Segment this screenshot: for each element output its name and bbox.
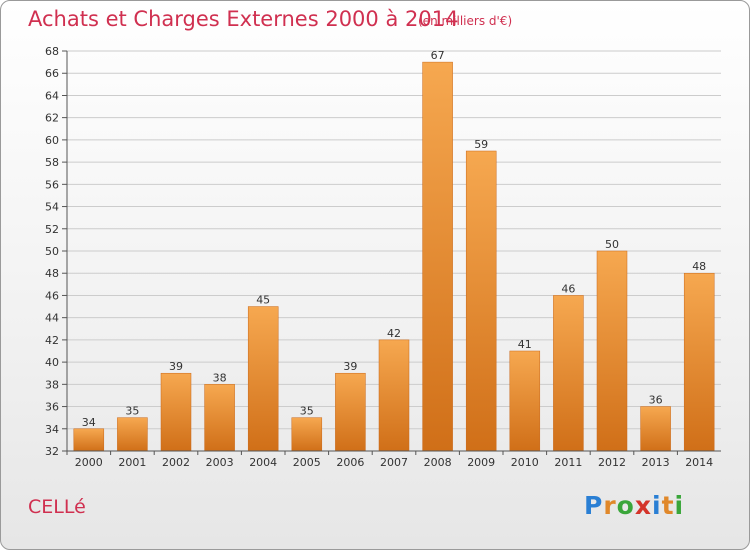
- bar-value-label: 36: [649, 394, 663, 407]
- bar-value-label: 34: [82, 416, 96, 429]
- y-tick-label: 48: [45, 267, 59, 280]
- proxiti-logo: Proxiti: [584, 491, 684, 520]
- bar-value-label: 46: [561, 282, 575, 295]
- x-tick-label: 2005: [293, 456, 321, 469]
- x-tick-label: 2007: [380, 456, 408, 469]
- bar-2011: [553, 295, 584, 452]
- x-tick-label: 2006: [336, 456, 364, 469]
- bar-value-label: 38: [213, 371, 227, 384]
- bar-value-label: 39: [169, 360, 183, 373]
- y-tick-label: 34: [45, 423, 59, 436]
- bars: 34 35 39 38 45 35 39 42 67 59 41 46 50 36 48: [73, 49, 715, 452]
- x-tick-label: 2010: [511, 456, 539, 469]
- logo-letter: i: [652, 491, 662, 520]
- bar-2010: [509, 350, 541, 452]
- x-tick-label: 2000: [75, 456, 103, 469]
- logo-letter: o: [616, 491, 635, 520]
- bar-2002: [160, 372, 192, 452]
- bar-value-label: 48: [692, 260, 706, 273]
- commune-name: CELLé: [28, 496, 86, 518]
- bar-2003: [204, 384, 235, 452]
- y-tick-label: 66: [45, 67, 59, 80]
- y-tick-label: 46: [45, 289, 59, 302]
- y-tick-label: 44: [45, 312, 59, 325]
- y-tick-label: 64: [45, 89, 59, 102]
- bar-2008: [422, 61, 453, 452]
- y-tick-label: 62: [45, 112, 59, 125]
- x-tick-label: 2001: [118, 456, 146, 469]
- bar-value-label: 41: [518, 338, 532, 351]
- bar-value-label: 59: [474, 138, 488, 151]
- chart-subtitle: (en milliers d'€): [418, 14, 513, 28]
- bar-2000: [73, 428, 105, 452]
- logo-letter: i: [674, 491, 685, 520]
- y-tick-label: 50: [45, 245, 59, 258]
- logo-letter: t: [661, 491, 675, 520]
- x-tick-label: 2004: [249, 456, 277, 469]
- x-tick-label: 2012: [598, 456, 626, 469]
- y-tick-label: 38: [45, 378, 59, 391]
- x-tick-label: 2009: [467, 456, 495, 469]
- y-tick-label: 58: [45, 156, 59, 169]
- y-tick-label: 68: [45, 45, 59, 58]
- x-tick-label: 2013: [642, 456, 670, 469]
- bar-2012: [596, 250, 628, 452]
- x-tick-label: 2011: [554, 456, 582, 469]
- y-tick-label: 42: [45, 334, 59, 347]
- bar-2007: [378, 339, 410, 452]
- bar-value-label: 35: [300, 405, 314, 418]
- bar-2014: [683, 272, 715, 452]
- bar-value-label: 39: [343, 360, 357, 373]
- bar-2006: [335, 372, 366, 452]
- y-tick-label: 54: [45, 201, 59, 214]
- bar-value-label: 42: [387, 327, 401, 340]
- logo-letter: x: [634, 491, 652, 520]
- bar-value-label: 45: [256, 294, 270, 307]
- y-tick-label: 56: [45, 178, 59, 191]
- bar-2013: [640, 406, 671, 452]
- bar-value-label: 67: [431, 49, 445, 62]
- bar-value-label: 50: [605, 238, 619, 251]
- logo-letter: r: [603, 491, 617, 520]
- y-tick-label: 36: [45, 401, 59, 414]
- x-tick-label: 2008: [424, 456, 452, 469]
- logo-letter: P: [584, 491, 604, 520]
- axes: 32 34 36 38 40 42 44 46 48 50 52 54 56 58 60 62 64 66 68 20…: [45, 45, 721, 469]
- x-tick-label: 2003: [206, 456, 234, 469]
- y-tick-label: 60: [45, 134, 59, 147]
- y-tick-label: 52: [45, 223, 59, 236]
- x-tick-label: 2002: [162, 456, 190, 469]
- bar-2009: [465, 150, 497, 452]
- y-tick-label: 32: [45, 445, 59, 458]
- x-tick-label: 2014: [685, 456, 713, 469]
- bar-2001: [117, 417, 148, 452]
- bar-2005: [291, 417, 323, 452]
- y-tick-label: 40: [45, 356, 59, 369]
- bar-value-label: 35: [125, 405, 139, 418]
- bar-2004: [247, 306, 279, 452]
- chart-title: Achats et Charges Externes 2000 à 2014: [28, 7, 459, 31]
